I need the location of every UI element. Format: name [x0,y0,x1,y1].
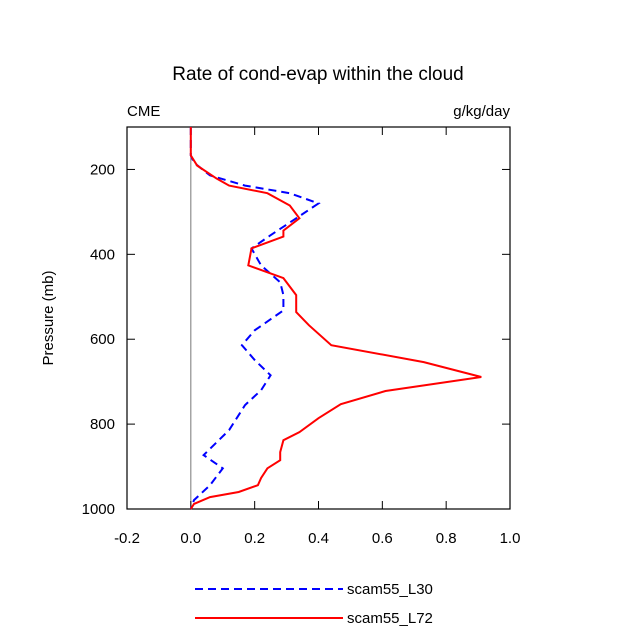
data-line [189,127,482,510]
y-tick-label: 800 [90,416,115,433]
right-label: g/kg/day [453,103,510,120]
x-tick-label: -0.2 [114,530,140,547]
y-tick-label: 600 [90,331,115,348]
x-tick-label: 0.4 [308,530,329,547]
y-tick-label: 200 [90,161,115,178]
chart-title: Rate of cond-evap within the cloud [172,64,464,85]
x-tick-label: 1.0 [500,530,521,547]
data-line [189,127,321,510]
y-tick-label: 1000 [82,501,115,518]
y-axis-label: Pressure (mb) [40,270,57,365]
legend-label: scam55_L30 [347,581,433,598]
legend-label: scam55_L72 [347,610,433,627]
x-tick-label: 0.0 [180,530,201,547]
x-tick-label: 0.2 [244,530,265,547]
left-label: CME [127,103,160,120]
x-tick-label: 0.8 [436,530,457,547]
plot-frame [126,126,511,510]
y-tick-label: 400 [90,246,115,263]
x-tick-label: 0.6 [372,530,393,547]
